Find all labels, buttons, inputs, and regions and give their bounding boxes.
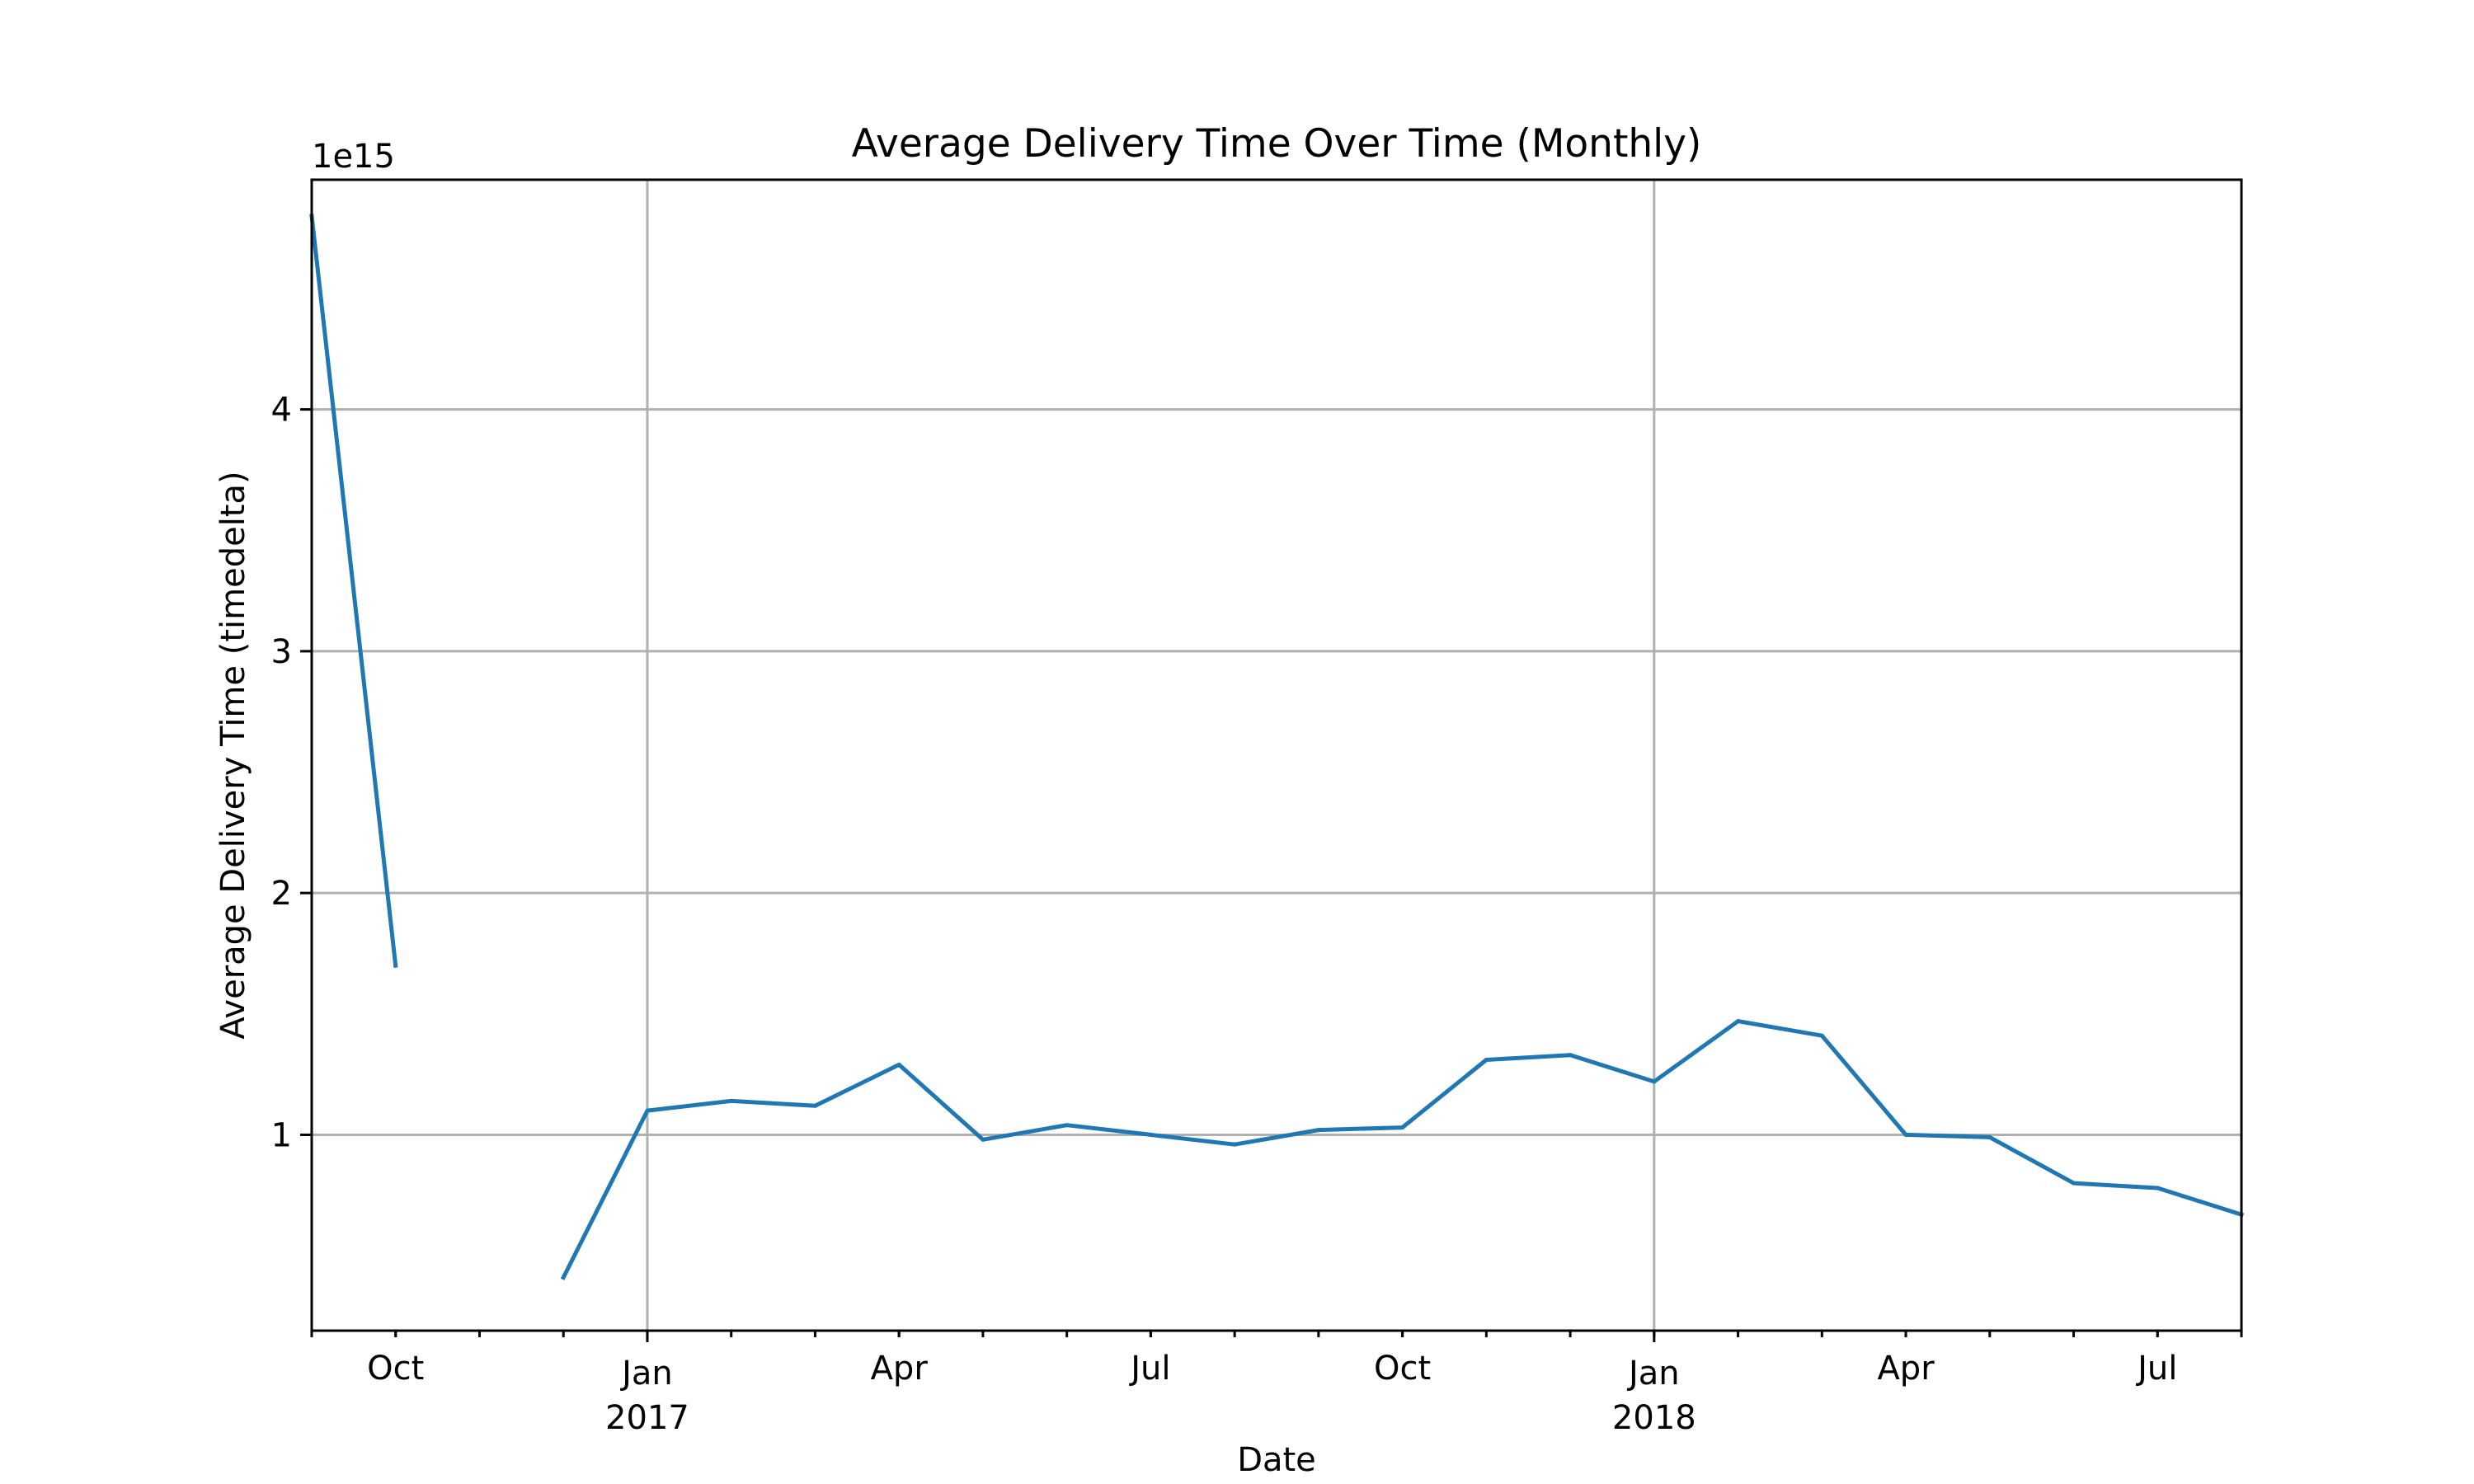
data-point: [1148, 1132, 1153, 1137]
x-tick-label: Jan: [619, 1355, 673, 1392]
data-point: [645, 1108, 650, 1113]
data-point: [896, 1062, 901, 1067]
data-point: [1484, 1058, 1489, 1063]
series-layer: [309, 214, 2245, 1280]
data-point: [1652, 1079, 1657, 1084]
x-tick-label: Apr: [871, 1350, 929, 1388]
data-point: [729, 1098, 734, 1103]
data-point: [2072, 1181, 2077, 1186]
y-tick-label: 2: [271, 875, 292, 913]
data-point: [1065, 1123, 1070, 1128]
plot-frame: [310, 178, 2243, 1332]
x-tick-label: Jul: [1128, 1350, 1170, 1388]
data-point: [981, 1137, 985, 1142]
y-tick-label: 3: [271, 633, 292, 671]
x-tick-label: Oct: [367, 1350, 424, 1388]
x-tick-label: Apr: [1877, 1350, 1935, 1388]
data-point: [1987, 1134, 1992, 1139]
x-tick-year-label: 2017: [605, 1399, 689, 1437]
data-point: [1903, 1132, 1908, 1137]
chart-title: Average Delivery Time Over Time (Monthly…: [852, 121, 1702, 167]
y-tick-label: 1: [271, 1116, 292, 1154]
x-tick-year-label: 2018: [1612, 1399, 1696, 1437]
data-point: [1568, 1053, 1573, 1058]
data-point: [393, 963, 398, 968]
y-offset-label: 1e15: [312, 138, 395, 176]
y-axis-label: Average Delivery Time (timedelta): [214, 471, 252, 1039]
data-point: [812, 1103, 817, 1108]
x-tick-label: Jul: [2135, 1350, 2177, 1388]
data-point: [1400, 1125, 1405, 1130]
x-tick-label: Oct: [1374, 1350, 1431, 1388]
x-axis-label: Date: [1237, 1441, 1316, 1479]
data-point: [1316, 1128, 1321, 1133]
data-point: [1736, 1019, 1741, 1024]
data-point: [561, 1275, 566, 1280]
y-tick-label: 4: [271, 392, 292, 430]
data-point: [2155, 1186, 2160, 1190]
data-point: [1819, 1033, 1824, 1038]
x-tick-label: Jan: [1626, 1355, 1680, 1392]
tick-layer: 1 2 3 4 Oct Jan 2017 Apr Jul Oct Jan 2018 Apr Jul: [271, 392, 2243, 1437]
grid-lines: [312, 180, 2241, 1331]
data-point: [1232, 1142, 1237, 1147]
series-line: [309, 214, 2245, 1280]
